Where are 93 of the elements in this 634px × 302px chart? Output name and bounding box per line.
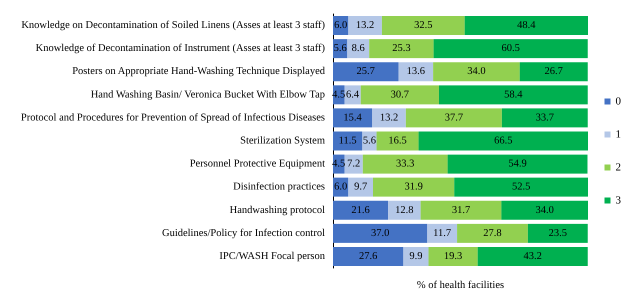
y-tick-label: Disinfection practices	[233, 182, 325, 193]
bar	[333, 108, 372, 128]
bar	[333, 246, 404, 266]
x-axis-title: % of health facilities	[416, 280, 504, 291]
y-tick-label: Sterilization System	[240, 136, 325, 146]
data-label: 43.2	[524, 250, 542, 262]
y-tick-label: Posters on Appropriate Hand-Washing Technique Displayed	[72, 66, 326, 78]
data-label: 54.9	[508, 158, 527, 170]
bar	[360, 85, 439, 104]
bar	[438, 85, 588, 104]
bar	[501, 200, 588, 220]
bar	[372, 178, 454, 197]
bar	[362, 154, 448, 174]
bar	[502, 108, 588, 128]
bar	[333, 62, 398, 82]
data-label: 30.7	[390, 89, 410, 100]
data-label: 19.3	[444, 250, 462, 262]
legend-label: 3	[616, 194, 622, 206]
bar	[348, 16, 382, 36]
data-label: 34.0	[467, 66, 486, 78]
data-label: 34.0	[536, 204, 554, 216]
bar	[344, 154, 363, 174]
bar	[333, 132, 362, 150]
data-label: 16.5	[388, 136, 407, 146]
data-label: 11.7	[433, 228, 452, 239]
data-label: 27.6	[358, 250, 378, 262]
data-label: 5.6	[362, 136, 376, 146]
y-tick-label: Knowledge of Decontamination of Instrument (Asses at least 3 staff)	[36, 43, 326, 54]
data-label: 27.8	[483, 228, 502, 239]
bar	[369, 39, 434, 58]
data-label: 11.5	[338, 136, 357, 146]
y-tick-label: Hand Washing Basin/ Veronica Bucket With Elbow Tap	[90, 89, 325, 100]
data-label: 37.0	[370, 228, 390, 239]
data-label: 37.7	[444, 112, 464, 124]
y-tick-label: Guidelines/Policy for Infection control	[162, 228, 326, 239]
bar	[333, 224, 428, 243]
bar	[376, 132, 419, 150]
data-label: 33.3	[396, 158, 414, 170]
data-label: 6.4	[346, 89, 360, 100]
bar	[428, 246, 478, 266]
data-label: 31.9	[404, 182, 423, 193]
y-tick-label: IPC/WASH Focal person	[219, 250, 326, 262]
bar	[348, 178, 373, 197]
data-label: 6.0	[334, 20, 348, 32]
bar	[427, 224, 458, 243]
bar	[398, 62, 434, 82]
bar	[372, 108, 406, 128]
data-label: 25.7	[356, 66, 375, 78]
y-tick-label: Handwashing protocol	[230, 204, 326, 216]
data-label: 6.0	[334, 182, 348, 193]
data-label: 25.3	[392, 43, 411, 54]
data-label: 58.4	[504, 89, 524, 100]
bar	[520, 62, 588, 82]
data-label: 13.2	[356, 20, 374, 32]
bar	[406, 108, 502, 128]
bar	[454, 178, 588, 197]
bar	[433, 62, 520, 82]
data-label: 9.9	[409, 250, 422, 262]
legend-label: 0	[616, 96, 622, 108]
data-label: 13.6	[406, 66, 425, 78]
bar	[464, 16, 588, 36]
data-label: 7.2	[347, 158, 360, 170]
y-tick-label: Protocol and Procedures for Prevention of Spread of Infectious Diseases	[20, 112, 325, 124]
data-label: 31.7	[452, 204, 470, 216]
data-label: 12.8	[395, 204, 414, 216]
data-label: 23.5	[548, 228, 567, 239]
bar	[528, 224, 588, 243]
data-label: 8.6	[352, 43, 365, 54]
bar	[388, 200, 421, 220]
data-label: 60.5	[501, 43, 520, 54]
y-tick-label: Personnel Protective Equipment	[190, 158, 326, 170]
data-label: 52.5	[512, 182, 530, 193]
data-label: 21.6	[351, 204, 370, 216]
y-tick-label: Knowledge on Decontamination of Soiled Linens (Asses at least 3 staff)	[21, 20, 326, 32]
bar	[420, 200, 502, 220]
data-label: 48.4	[517, 20, 536, 32]
bar	[418, 132, 588, 150]
bar	[448, 154, 588, 174]
data-label: 32.5	[414, 20, 432, 32]
data-label: 5.6	[334, 43, 347, 54]
bar	[333, 200, 388, 220]
legend-label: 1	[616, 128, 621, 140]
data-label: 9.7	[354, 182, 368, 193]
data-label: 33.7	[536, 112, 554, 124]
bar	[478, 246, 588, 266]
data-label: 26.7	[544, 66, 563, 78]
legend-label: 2	[616, 162, 621, 174]
bar	[382, 16, 465, 36]
bar	[457, 224, 528, 243]
data-label: 66.5	[494, 136, 512, 146]
data-label: 15.4	[343, 112, 363, 124]
bar	[434, 39, 588, 58]
data-label: 13.2	[380, 112, 398, 124]
